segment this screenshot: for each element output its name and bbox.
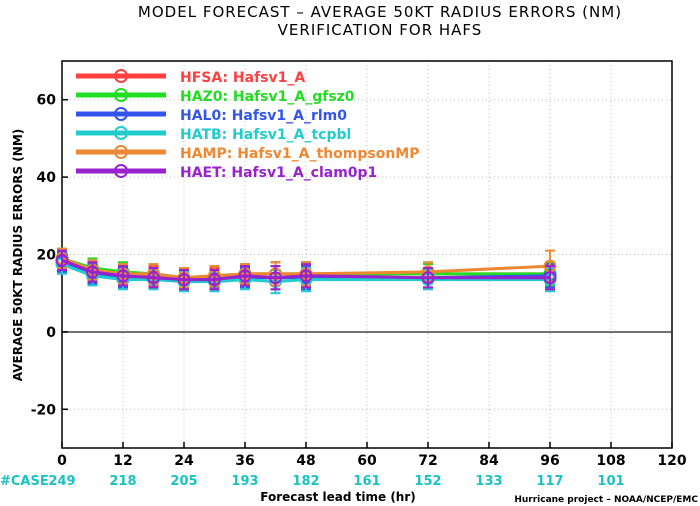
case-count: 161 (353, 474, 380, 489)
legend-item-1: HAZ0: Hafsv1_A_gfsz0 (76, 88, 355, 105)
data-point (543, 271, 557, 285)
series-group (55, 247, 557, 295)
legend-marker (114, 126, 128, 140)
x-tick-label: 24 (174, 453, 194, 469)
case-count: 133 (475, 474, 502, 489)
legend: HFSA: Hafsv1_A HAZ0: Hafsv1_A_gfsz0 HAL0: … (76, 69, 420, 181)
x-tick-label: 12 (113, 453, 132, 469)
case-counts: 249 218 205 193 182 161 152 133 117 101 (48, 474, 624, 489)
y-tick-label: 20 (37, 248, 57, 264)
x-tick-label: 108 (596, 453, 625, 469)
data-point (86, 265, 99, 279)
legend-marker (114, 164, 128, 178)
legend-label: HAET: Hafsv1_A_clam0p1 (180, 165, 377, 181)
legend-label: HAMP: Hafsv1_A_thompsonMP (180, 146, 420, 162)
x-axis-label: Forecast lead time (hr) (260, 490, 416, 504)
legend-label: HAL0: Hafsv1_A_rlm0 (180, 108, 347, 124)
legend-label: HATB: Hafsv1_A_tcpbl (180, 127, 351, 143)
x-tick-label: 72 (418, 453, 437, 469)
y-tick-label: 40 (37, 170, 57, 186)
x-axis-ticks: 0 12 24 36 48 60 72 84 96 108 120 (57, 442, 687, 469)
x-tick-label: 48 (296, 453, 315, 469)
data-point (177, 273, 191, 287)
credit-text: Hurricane project – NOAA/NCEP/EMC (514, 495, 698, 505)
legend-item-4: HAMP: Hafsv1_A_thompsonMP (76, 145, 420, 162)
y-axis-label: AVERAGE 50KT RADIUS ERRORS (NM) (11, 129, 25, 381)
legend-item-2: HAL0: Hafsv1_A_rlm0 (76, 107, 347, 124)
case-count: 117 (536, 474, 563, 489)
x-tick-label: 60 (357, 453, 377, 469)
legend-marker (114, 145, 128, 159)
x-tick-label: 36 (235, 453, 254, 469)
x-tick-label: 84 (479, 453, 499, 469)
case-count: 249 (48, 474, 75, 489)
x-tick-label: 0 (57, 453, 67, 469)
data-point (208, 273, 221, 287)
legend-marker (114, 69, 128, 83)
data-point (269, 271, 282, 285)
case-label: #CASE (0, 474, 49, 489)
case-count: 218 (109, 474, 136, 489)
x-tick-label: 120 (657, 453, 686, 469)
y-axis-ticks: -20 0 20 40 60 (31, 93, 68, 418)
case-count: 152 (414, 474, 441, 489)
chart-title: MODEL FORECAST – AVERAGE 50KT RADIUS ERR… (138, 3, 622, 21)
case-count: 193 (231, 474, 258, 489)
x-tick-label: 96 (540, 453, 559, 469)
y-tick-label: -20 (31, 402, 57, 418)
legend-marker (114, 88, 128, 102)
legend-item-0: HFSA: Hafsv1_A (76, 69, 305, 86)
y-tick-label: 60 (37, 93, 57, 109)
case-count: 182 (292, 474, 319, 489)
legend-label: HAZ0: Hafsv1_A_gfsz0 (180, 89, 355, 105)
legend-marker (114, 107, 128, 121)
chart-subtitle: VERIFICATION FOR HAFS (278, 21, 483, 39)
legend-item-5: HAET: Hafsv1_A_clam0p1 (76, 164, 377, 181)
data-point (116, 269, 130, 283)
case-count: 205 (170, 474, 197, 489)
case-count: 101 (597, 474, 624, 489)
series-5 (55, 249, 557, 291)
legend-item-3: HATB: Hafsv1_A_tcpbl (76, 126, 351, 143)
data-point (55, 253, 69, 267)
data-point (299, 269, 313, 283)
data-point (421, 271, 435, 285)
legend-label: HFSA: Hafsv1_A (180, 70, 305, 86)
grid (62, 61, 672, 448)
y-tick-label: 0 (46, 325, 56, 341)
data-point (147, 271, 160, 285)
data-point (238, 269, 252, 283)
